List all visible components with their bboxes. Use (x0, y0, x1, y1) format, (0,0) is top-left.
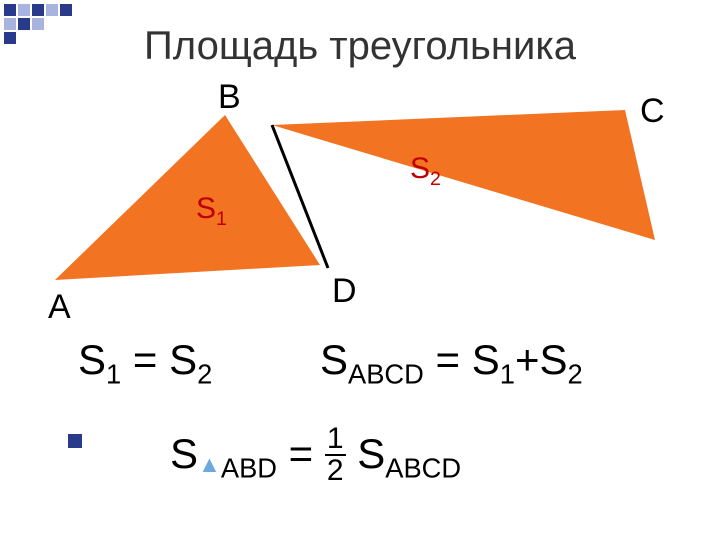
equation-s1-eq-s2: S1 = S2 (78, 336, 212, 390)
equation-sabd-half: S▲ABD = 12 SABCD (170, 426, 461, 488)
vertex-label-b: B (218, 78, 241, 117)
area-label-s1: S1 (196, 192, 227, 231)
bullet-marker (68, 434, 82, 448)
vertex-label-c: C (640, 92, 665, 131)
triangle-glyph-icon: ▲ (198, 451, 221, 477)
triangle-bcd (272, 110, 655, 240)
equation-sabcd: SABCD = S1+S2 (320, 336, 583, 390)
area-label-s2: S2 (410, 152, 441, 191)
triangle-abd (55, 115, 320, 280)
vertex-label-d: D (332, 272, 357, 311)
vertex-label-a: A (48, 288, 71, 327)
